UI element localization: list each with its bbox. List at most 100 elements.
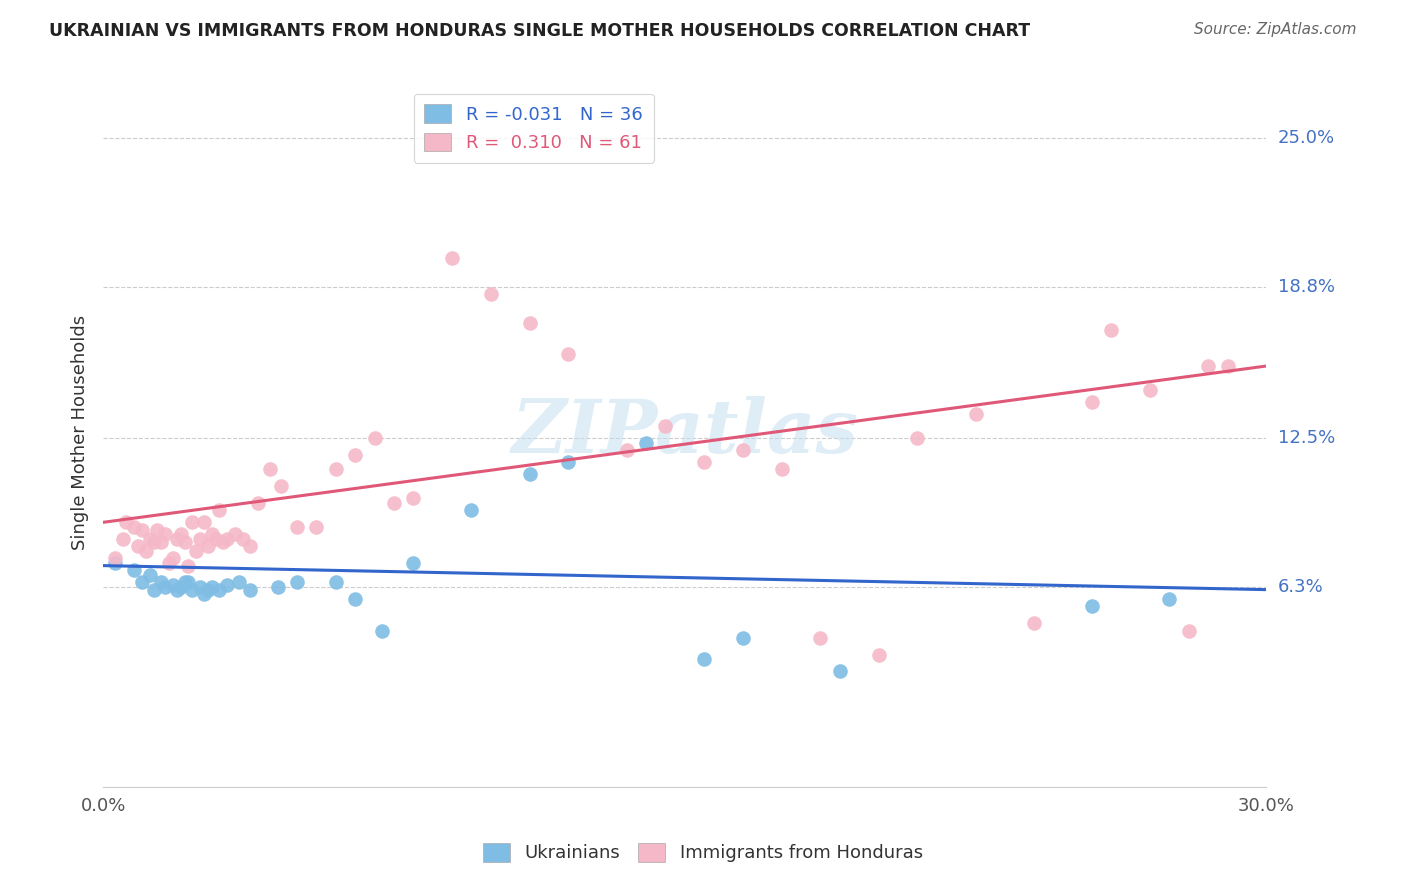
Point [828, 665, 851, 679]
Point [441, 251, 464, 265]
Point [519, 316, 541, 330]
Point [731, 443, 754, 458]
Point [1081, 395, 1104, 409]
Text: 6.3%: 6.3% [1278, 578, 1323, 596]
Point [371, 624, 394, 638]
Point [217, 578, 239, 592]
Point [186, 544, 208, 558]
Point [266, 580, 288, 594]
Point [111, 532, 134, 546]
Point [157, 556, 180, 570]
Legend: Ukrainians, Immigrants from Honduras: Ukrainians, Immigrants from Honduras [475, 836, 931, 870]
Point [104, 556, 127, 570]
Point [204, 532, 226, 546]
Point [138, 532, 160, 546]
Point [270, 479, 292, 493]
Point [162, 551, 184, 566]
Text: UKRAINIAN VS IMMIGRANTS FROM HONDURAS SINGLE MOTHER HOUSEHOLDS CORRELATION CHART: UKRAINIAN VS IMMIGRANTS FROM HONDURAS SI… [49, 22, 1031, 40]
Point [1178, 624, 1201, 638]
Point [177, 558, 200, 573]
Point [1081, 599, 1104, 614]
Point [131, 575, 153, 590]
Point [232, 532, 254, 546]
Point [150, 575, 173, 590]
Point [965, 407, 987, 421]
Text: Source: ZipAtlas.com: Source: ZipAtlas.com [1194, 22, 1357, 37]
Point [344, 592, 367, 607]
Point [173, 534, 195, 549]
Y-axis label: Single Mother Households: Single Mother Households [72, 315, 89, 549]
Point [181, 582, 204, 597]
Point [634, 436, 657, 450]
Point [166, 532, 188, 546]
Point [1139, 383, 1161, 397]
Point [479, 286, 502, 301]
Point [402, 491, 425, 506]
Point [153, 527, 176, 541]
Point [135, 544, 157, 558]
Point [208, 582, 231, 597]
Point [1197, 359, 1219, 373]
Text: 25.0%: 25.0% [1278, 128, 1334, 146]
Point [1099, 323, 1122, 337]
Point [193, 587, 215, 601]
Point [170, 527, 193, 541]
Point [127, 540, 149, 554]
Point [770, 462, 793, 476]
Point [402, 556, 425, 570]
Text: 12.5%: 12.5% [1278, 429, 1334, 447]
Legend: R = -0.031   N = 36, R =  0.310   N = 61: R = -0.031 N = 36, R = 0.310 N = 61 [413, 94, 654, 163]
Point [810, 631, 832, 645]
Point [259, 462, 281, 476]
Point [239, 540, 262, 554]
Point [188, 532, 211, 546]
Point [150, 534, 173, 549]
Point [519, 467, 541, 482]
Point [731, 631, 754, 645]
Point [197, 540, 219, 554]
Point [170, 580, 193, 594]
Point [325, 462, 347, 476]
Point [557, 455, 579, 469]
Point [285, 575, 308, 590]
Point [325, 575, 347, 590]
Point [142, 582, 165, 597]
Point [122, 563, 145, 577]
Point [162, 578, 184, 592]
Point [247, 496, 270, 510]
Point [146, 523, 169, 537]
Point [131, 523, 153, 537]
Point [104, 551, 127, 566]
Point [181, 516, 204, 530]
Point [239, 582, 262, 597]
Point [1216, 359, 1239, 373]
Point [460, 503, 482, 517]
Point [382, 496, 405, 510]
Point [212, 534, 235, 549]
Point [557, 347, 579, 361]
Point [201, 527, 224, 541]
Point [344, 448, 367, 462]
Point [188, 580, 211, 594]
Text: 18.8%: 18.8% [1278, 277, 1334, 295]
Point [228, 575, 250, 590]
Point [142, 534, 165, 549]
Point [138, 568, 160, 582]
Point [173, 575, 195, 590]
Point [693, 455, 716, 469]
Point [177, 575, 200, 590]
Point [1159, 592, 1181, 607]
Point [166, 582, 188, 597]
Point [285, 520, 308, 534]
Point [122, 520, 145, 534]
Point [201, 580, 224, 594]
Point [208, 503, 231, 517]
Point [693, 652, 716, 666]
Point [217, 532, 239, 546]
Point [868, 648, 890, 662]
Point [1022, 616, 1045, 631]
Point [907, 431, 929, 445]
Point [363, 431, 385, 445]
Point [305, 520, 328, 534]
Point [224, 527, 246, 541]
